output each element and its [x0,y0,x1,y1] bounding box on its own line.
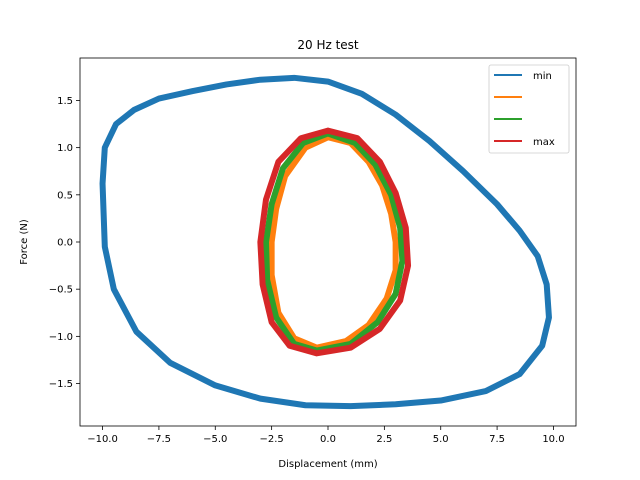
x-axis-label: Displacement (mm) [278,459,377,470]
x-tick-label: 10.0 [542,434,564,445]
x-tick-label: −2.5 [259,434,283,445]
y-axis-label: Force (N) [19,219,30,265]
series-line-1 [99,74,552,410]
y-tick-label: 0.5 [57,190,73,201]
series-line-2 [268,134,399,351]
legend-box [488,64,570,154]
chart-title: 20 Hz test [297,38,359,52]
series-line-3 [263,130,406,354]
x-tick-label: −5.0 [203,434,227,445]
x-tick-label: −7.5 [147,434,171,445]
y-tick-label: −1.0 [49,332,73,343]
x-axis-ticks: −10.0 −7.5 −5.0 −2.5 0.0 2.5 5.0 7.5 10.0 [87,426,565,445]
y-tick-label: 1.5 [57,96,73,107]
y-axis-ticks: −1.5 −1.0 −0.5 0.0 0.5 1.0 1.5 [49,96,80,390]
x-tick-label: 7.5 [489,434,505,445]
x-tick-label: 2.5 [376,434,392,445]
x-tick-label: 0.0 [320,434,336,445]
y-tick-label: −0.5 [49,285,73,296]
x-tick-label: 5.0 [433,434,449,445]
legend-label-4: max [533,137,555,148]
series-layer [99,74,552,410]
legend-label-1: min [533,71,552,82]
x-tick-label: −10.0 [87,434,118,445]
legend: min max [488,64,570,154]
y-tick-label: 0.0 [57,238,73,249]
series-line-4 [257,127,412,357]
y-tick-label: 1.0 [57,143,73,154]
y-tick-label: −1.5 [49,379,73,390]
